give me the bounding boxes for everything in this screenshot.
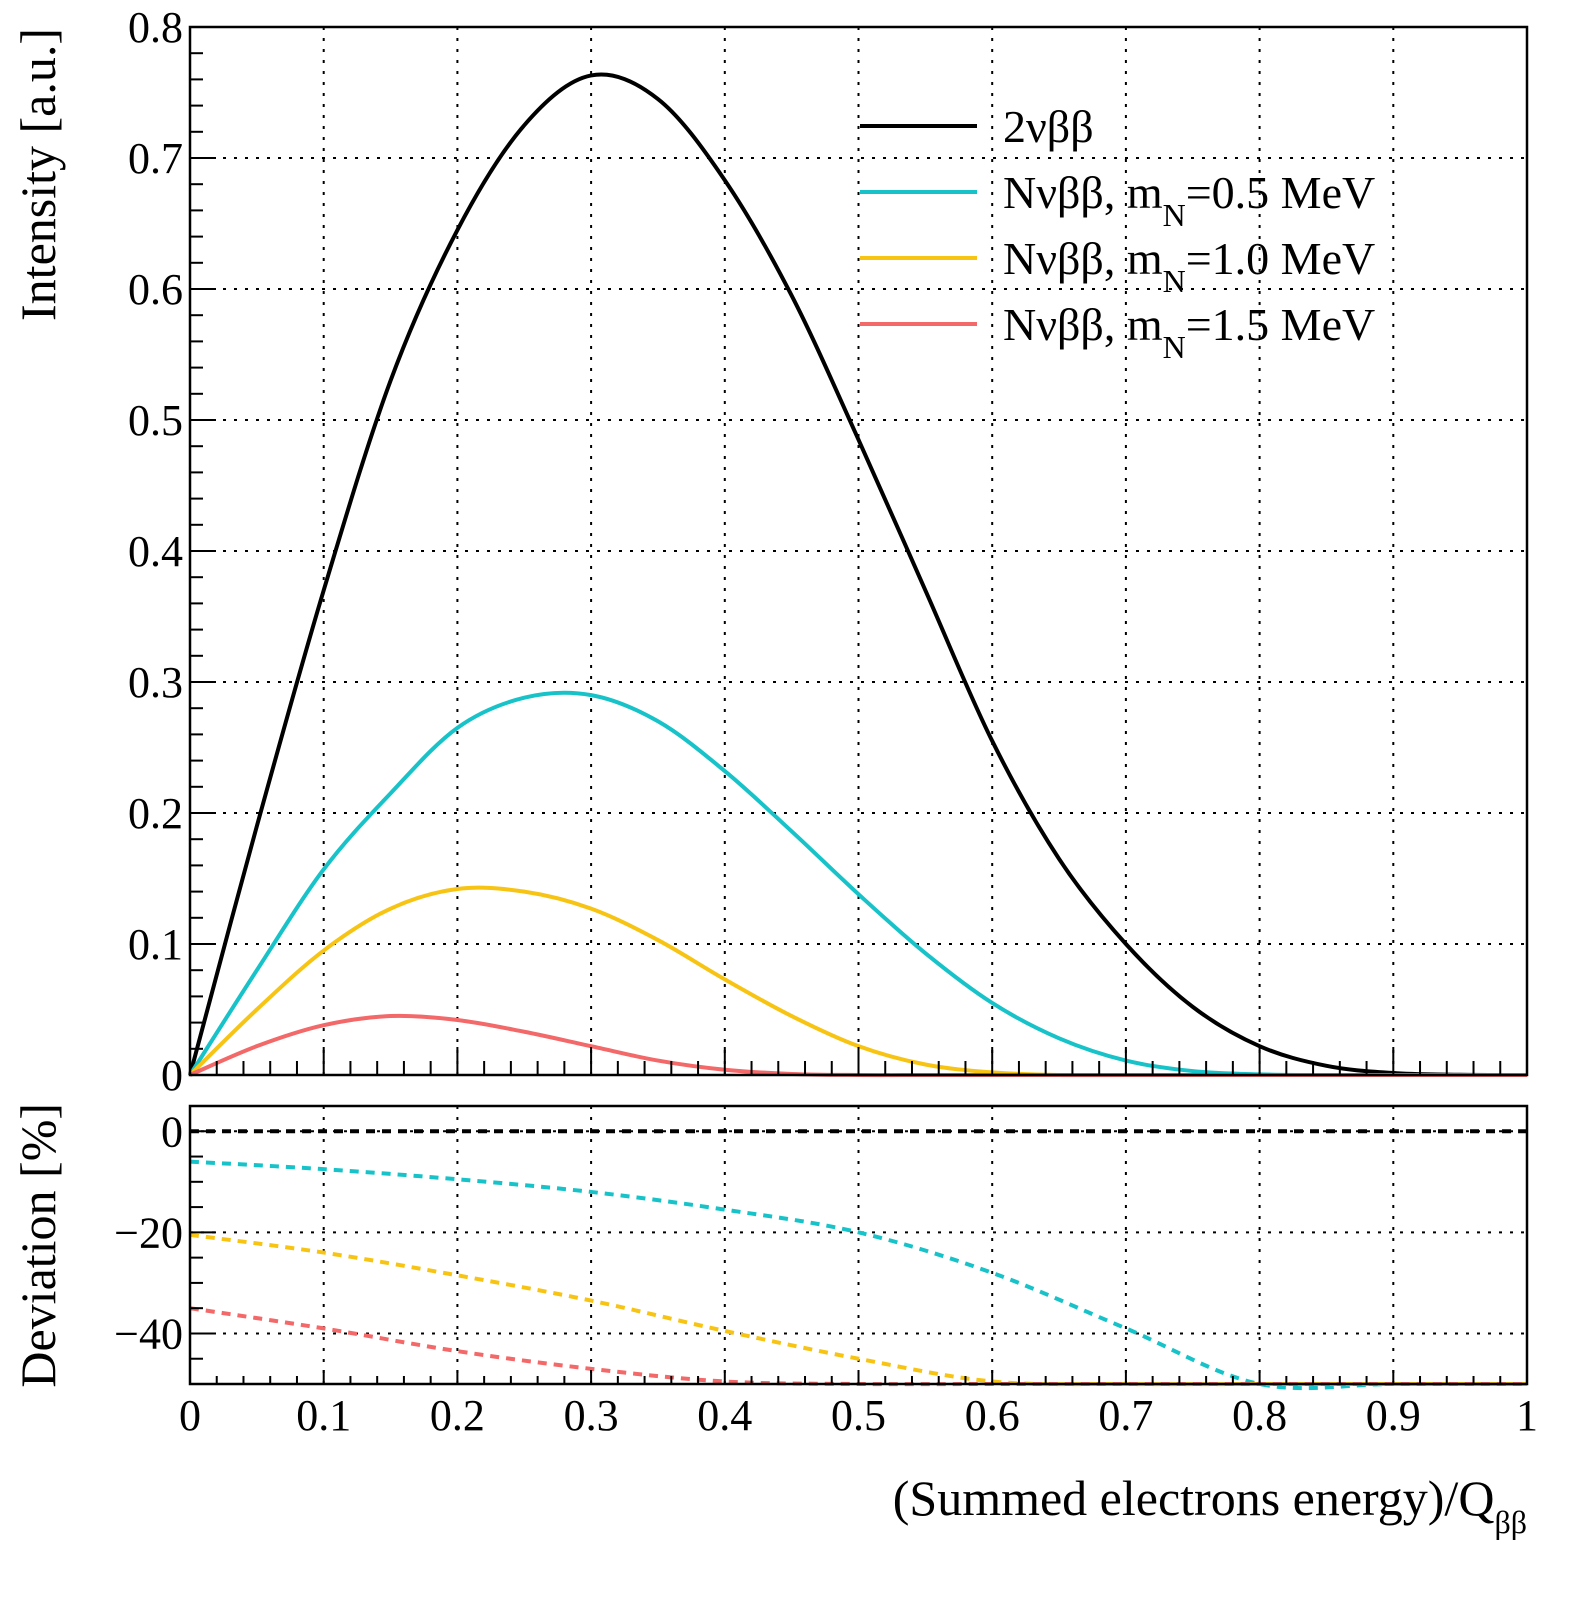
x-tick-label: 1 [1516, 1391, 1538, 1440]
legend-label: Nνββ, mN=0.5 MeV [1003, 167, 1375, 233]
y-tick-label: 0.5 [128, 396, 183, 445]
x-tick-label: 0.2 [430, 1391, 485, 1440]
y-axis-title-bottom: Deviation [%] [10, 1103, 66, 1388]
x-tick-label: 0.4 [697, 1391, 752, 1440]
y-tick-label: 0.6 [128, 265, 183, 314]
y-tick-label: 0.1 [128, 920, 183, 969]
series-line-0 [188, 72, 1528, 1077]
y-tick-label: 0.7 [128, 134, 183, 183]
y-tick-label: 0 [161, 1107, 183, 1156]
legend-label: Nνββ, mN=1.0 MeV [1003, 233, 1375, 299]
y-tick-label: 0.8 [128, 3, 183, 52]
legend-label: 2νββ [1003, 101, 1094, 152]
x-tick-label: 0.8 [1232, 1391, 1287, 1440]
y-tick-label: 0.4 [128, 527, 183, 576]
y-tick-label: −40 [114, 1309, 183, 1358]
y-tick-label: 0 [161, 1051, 183, 1100]
x-tick-label: 0.9 [1366, 1391, 1421, 1440]
x-tick-label: 0.3 [564, 1391, 619, 1440]
plot-frame [188, 1104, 1529, 1386]
x-tick-label: 0.6 [965, 1391, 1020, 1440]
x-tick-label: 0.5 [831, 1391, 886, 1440]
y-tick-label: 0.3 [128, 658, 183, 707]
legend-label: Nνββ, mN=1.5 MeV [1003, 299, 1375, 365]
x-tick-label: 0.1 [296, 1391, 351, 1440]
x-axis-title: (Summed electrons energy)/Qββ [893, 1470, 1527, 1540]
x-tick-label: 0.7 [1098, 1391, 1153, 1440]
y-tick-label: −20 [114, 1208, 183, 1257]
deviation-line-1 [189, 1159, 1527, 1391]
y-axis-title-top: Intensity [a.u.] [10, 28, 66, 321]
x-tick-label: 0 [179, 1391, 201, 1440]
y-tick-label: 0.2 [128, 789, 183, 838]
